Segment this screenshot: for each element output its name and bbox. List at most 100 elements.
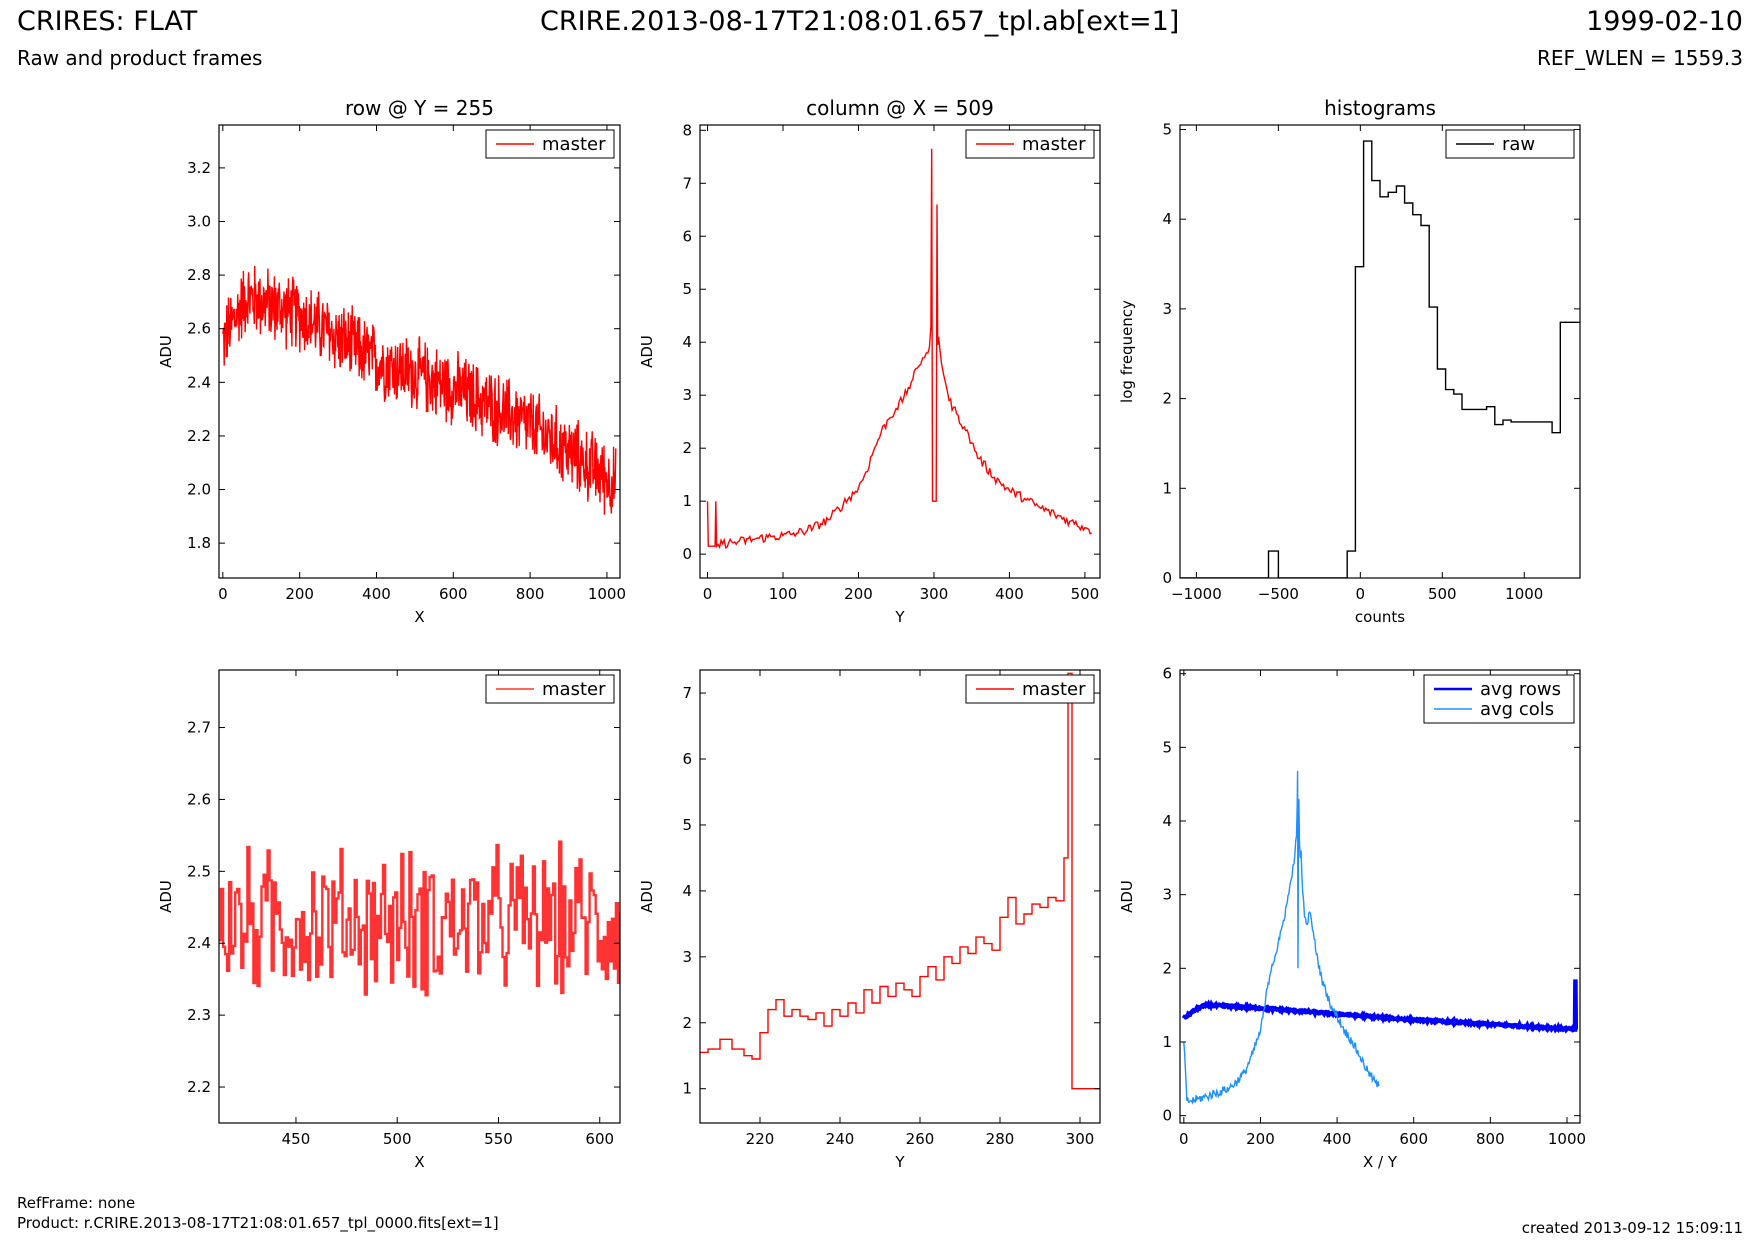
legend-label: avg rows (1480, 679, 1561, 700)
y-tick-label: 0 (1162, 569, 1172, 587)
legend-label: raw (1502, 134, 1535, 155)
axes-frame (218, 669, 621, 1124)
axes-frame (1179, 669, 1581, 1124)
series-line-6-2 (1183, 770, 1380, 1105)
axes-frame (699, 669, 1101, 1124)
chart-panel-5: 220 240 260 280 300 1 2 3 4 5 6 7 Y ADU master (638, 669, 1101, 1171)
refframe-text: RefFrame: none (17, 1194, 136, 1212)
x-tick-label: 600 (1399, 1130, 1428, 1148)
chart-panel-3: −1000 −500 0 500 1000 0 1 2 3 4 5 histograms counts l… (1118, 96, 1581, 626)
x-tick-label: 0 (1179, 1130, 1189, 1148)
y-tick-label: 1 (682, 492, 692, 510)
y-tick-label: 2 (682, 439, 692, 457)
y-tick-label: 4 (1162, 210, 1172, 228)
y-tick-label: 1.8 (187, 534, 211, 552)
app-title: CRIRES: FLAT (17, 6, 198, 37)
series-line-2-1 (706, 148, 1092, 550)
x-tick-label: 100 (769, 585, 798, 603)
y-tick-label: 2.8 (187, 266, 211, 284)
x-tick-label: −500 (1258, 585, 1299, 603)
created-text: created 2013-09-12 15:09:11 (1521, 1219, 1743, 1237)
legend-label: master (542, 679, 606, 700)
x-tick-label: 800 (516, 585, 545, 603)
chart-panel-4: 450 500 550 600 2.2 2.3 2.4 2.5 2.6 2.7 X ADU master (157, 669, 621, 1171)
y-tick-label: 2.5 (187, 862, 211, 880)
x-tick-label: 200 (1246, 1130, 1275, 1148)
ref-wlen-text: REF_WLEN = 1559.3 (1536, 46, 1743, 70)
y-tick-label: 0 (1162, 1107, 1172, 1125)
series-line-5-1 (700, 672, 1100, 1090)
x-axis-label: X (414, 608, 424, 626)
y-tick-label: 2.2 (187, 427, 211, 445)
y-tick-label: 5 (682, 280, 692, 298)
x-tick-label: 200 (285, 585, 314, 603)
x-tick-label: 200 (844, 585, 873, 603)
y-tick-label: 2 (1162, 959, 1172, 977)
y-tick-label: 3.0 (187, 212, 211, 230)
axes-frame (1179, 124, 1581, 579)
x-tick-label: 400 (362, 585, 391, 603)
x-tick-label: 800 (1476, 1130, 1505, 1148)
x-tick-label: 500 (1428, 585, 1457, 603)
chart-panel-1: 0 200 400 600 800 1000 1.8 2.0 2.2 2.4 2.6 2.8 3.0 3.… (157, 96, 626, 626)
y-axis-label: ADU (638, 880, 656, 913)
x-tick-label: 450 (282, 1130, 311, 1148)
y-tick-label: 3.2 (187, 159, 211, 177)
x-tick-label: 400 (1323, 1130, 1352, 1148)
series-line-6-1 (1181, 979, 1579, 1034)
x-tick-label: 0 (218, 585, 228, 603)
product-text: Product: r.CRIRE.2013-08-17T21:08:01.657… (17, 1214, 499, 1232)
x-tick-label: 280 (986, 1130, 1015, 1148)
y-axis-label: ADU (1118, 880, 1136, 913)
chart-title: column @ X = 509 (806, 96, 994, 120)
y-tick-label: 4 (682, 333, 692, 351)
y-tick-label: 1 (1162, 1033, 1172, 1051)
legend-box (1423, 674, 1575, 724)
axes-frame (218, 124, 621, 579)
x-axis-label: Y (894, 1153, 905, 1171)
y-tick-label: 7 (682, 684, 692, 702)
x-tick-label: 300 (920, 585, 949, 603)
y-tick-label: 2.4 (187, 373, 211, 391)
chart-panel-2: 0 100 200 300 400 500 0 1 2 3 4 5 6 7 8 column @ X = 50… (638, 96, 1101, 626)
y-tick-label: 2.4 (187, 934, 211, 952)
y-tick-label: 3 (682, 386, 692, 404)
y-tick-label: 6 (1162, 665, 1172, 683)
chart-title: histograms (1324, 96, 1436, 120)
chart-panel-6: 0 200 400 600 800 1000 0 1 2 3 4 5 6 X / Y ADU avg rows… (1118, 665, 1586, 1171)
legend-label: avg cols (1480, 699, 1554, 720)
y-axis-label: ADU (157, 880, 175, 913)
y-tick-label: 2.6 (187, 790, 211, 808)
x-axis-label: X (414, 1153, 424, 1171)
file-title: CRIRE.2013-08-17T21:08:01.657_tpl.ab[ext… (540, 6, 1180, 37)
x-tick-label: 1000 (588, 585, 626, 603)
legend-box (965, 674, 1095, 704)
y-tick-label: 5 (682, 816, 692, 834)
x-tick-label: 550 (484, 1130, 513, 1148)
y-tick-label: 8 (682, 121, 692, 139)
y-tick-label: 2.6 (187, 320, 211, 338)
y-tick-label: 3 (682, 948, 692, 966)
x-axis-label: X / Y (1363, 1153, 1398, 1171)
x-tick-label: 260 (906, 1130, 935, 1148)
y-tick-label: 7 (682, 174, 692, 192)
y-tick-label: 4 (1162, 812, 1172, 830)
x-tick-label: 1000 (1548, 1130, 1586, 1148)
x-tick-label: 600 (585, 1130, 614, 1148)
y-tick-label: 4 (682, 882, 692, 900)
y-tick-label: 1 (682, 1080, 692, 1098)
y-tick-label: 3 (1162, 300, 1172, 318)
axes-frame (699, 124, 1101, 579)
y-tick-label: 1 (1162, 479, 1172, 497)
y-tick-label: 2.7 (187, 719, 211, 737)
x-tick-label: 300 (1066, 1130, 1095, 1148)
x-axis-label: counts (1355, 608, 1405, 626)
app-subtitle: Raw and product frames (17, 46, 263, 70)
y-tick-label: 2.3 (187, 1006, 211, 1024)
x-tick-label: 400 (995, 585, 1024, 603)
y-tick-label: 6 (682, 750, 692, 768)
x-tick-label: 600 (439, 585, 468, 603)
y-tick-label: 2 (682, 1014, 692, 1032)
y-tick-label: 5 (1162, 120, 1172, 138)
